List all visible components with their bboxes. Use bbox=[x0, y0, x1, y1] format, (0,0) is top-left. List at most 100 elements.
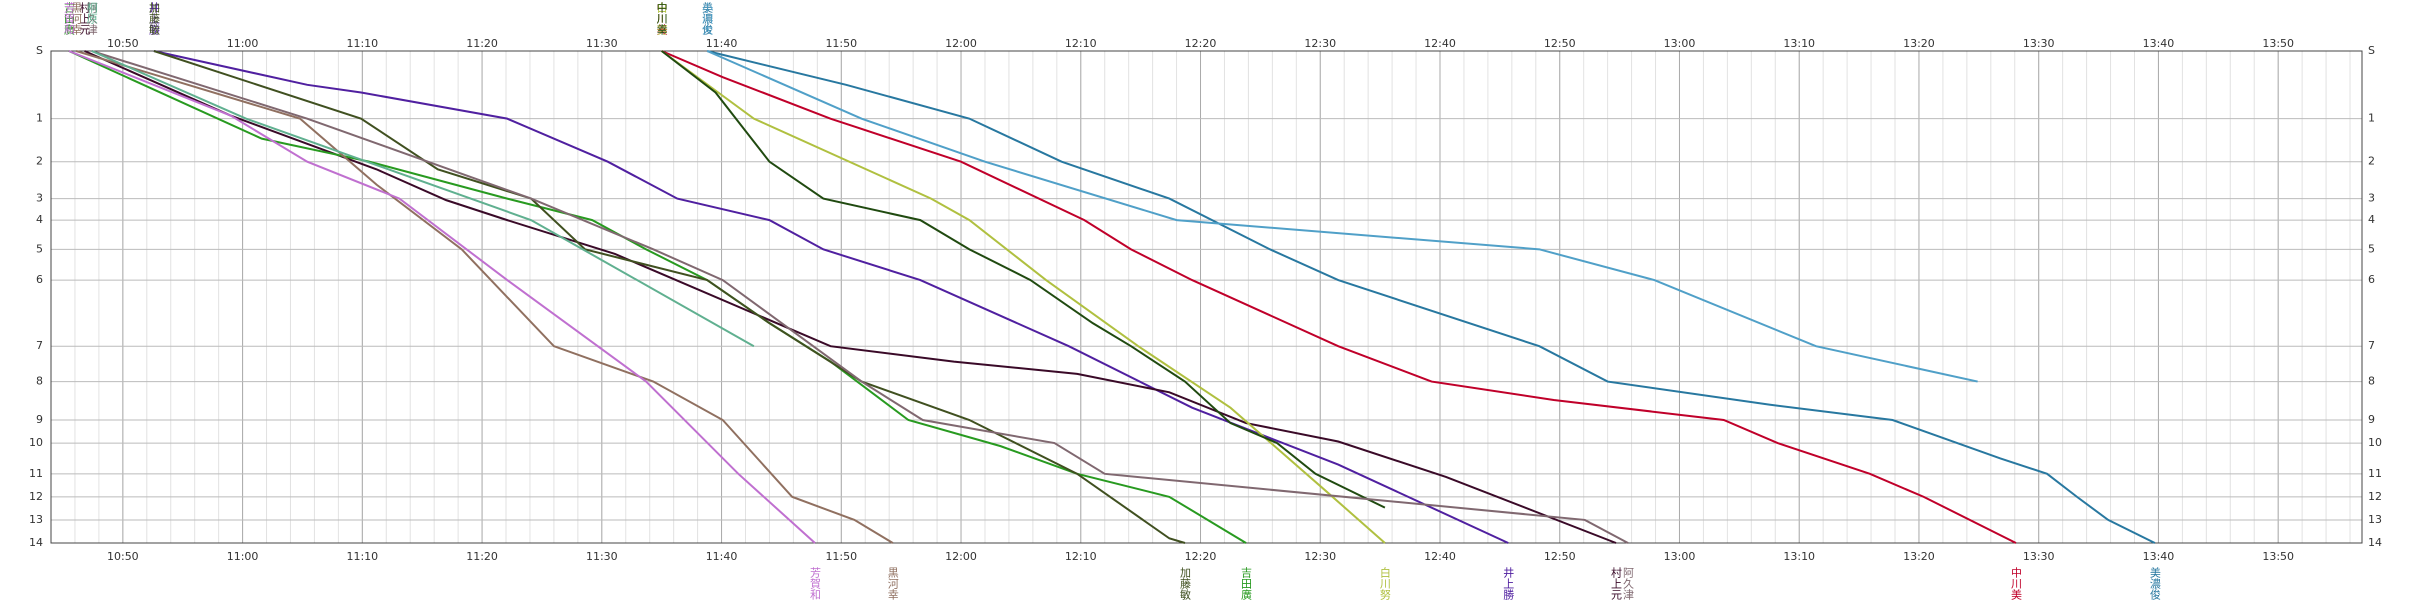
y-tick-label-right: 9 bbox=[2368, 413, 2375, 426]
y-tick-label-right: 2 bbox=[2368, 155, 2375, 168]
series-name-top: 白川努 bbox=[655, 1, 668, 36]
series-name-bottom: 加藤敏 bbox=[1178, 567, 1191, 600]
series-name-top: 芳賀和 bbox=[62, 1, 75, 36]
runner-line bbox=[153, 50, 1509, 544]
y-tick-label-left: 9 bbox=[36, 413, 43, 426]
y-tick-label-right: 7 bbox=[2368, 339, 2375, 352]
y-tick-label-right: 3 bbox=[2368, 192, 2375, 205]
x-tick-label-top: 11:50 bbox=[825, 37, 857, 50]
x-tick-label-bottom: 12:30 bbox=[1304, 550, 1336, 563]
y-tick-label-left: 8 bbox=[36, 375, 43, 388]
runner-line bbox=[661, 50, 1386, 509]
series-name-bottom: 吉田廣 bbox=[1240, 567, 1253, 600]
y-tick-label-right: 1 bbox=[2368, 112, 2375, 125]
y-tick-label-right: S bbox=[2368, 44, 2375, 57]
x-tick-label-top: 12:40 bbox=[1424, 37, 1456, 50]
y-tick-label-right: 12 bbox=[2368, 490, 2382, 503]
runner-line bbox=[706, 50, 1978, 383]
runner-line bbox=[75, 50, 894, 544]
x-tick-label-top: 12:50 bbox=[1544, 37, 1576, 50]
x-tick-label-top: 12:20 bbox=[1185, 37, 1217, 50]
x-tick-label-bottom: 13:40 bbox=[2143, 550, 2175, 563]
series-name-bottom: 白川努 bbox=[1378, 566, 1391, 600]
x-tick-label-top: 10:50 bbox=[107, 37, 139, 50]
plot-frame bbox=[50, 50, 2363, 544]
y-tick-label-left: 6 bbox=[36, 273, 43, 286]
series-name-top: 黒河幸 bbox=[70, 2, 83, 36]
x-tick-label-bottom: 12:10 bbox=[1065, 550, 1097, 563]
runner-line bbox=[661, 50, 2017, 544]
y-tick-label-right: 10 bbox=[2368, 436, 2382, 449]
x-tick-label-top: 13:20 bbox=[1903, 37, 1935, 50]
y-tick-label-left: 12 bbox=[29, 490, 43, 503]
x-tick-label-bottom: 11:20 bbox=[466, 550, 498, 563]
y-tick-label-right: 6 bbox=[2368, 273, 2375, 286]
series-name-top: 加藤敏 bbox=[147, 2, 160, 36]
runner-line bbox=[91, 50, 1629, 544]
x-tick-label-bottom: 13:30 bbox=[2023, 550, 2055, 563]
x-tick-label-bottom: 11:50 bbox=[825, 550, 857, 563]
y-tick-label-left: 14 bbox=[29, 536, 43, 549]
x-tick-label-bottom: 10:50 bbox=[107, 550, 139, 563]
x-tick-label-top: 11:40 bbox=[706, 37, 738, 50]
x-tick-label-top: 12:30 bbox=[1304, 37, 1336, 50]
x-tick-label-bottom: 12:40 bbox=[1424, 550, 1456, 563]
series-name-bottom: 井上勝 bbox=[1502, 566, 1515, 600]
x-tick-label-bottom: 13:10 bbox=[1783, 550, 1815, 563]
series-name-bottom: 芳賀和 bbox=[808, 566, 821, 600]
x-tick-label-bottom: 11:40 bbox=[706, 550, 738, 563]
x-tick-label-top: 11:20 bbox=[466, 37, 498, 50]
series-name-bottom: 村上元 bbox=[1610, 566, 1623, 600]
series-name-bottom: 阿久津 bbox=[1621, 567, 1634, 600]
x-tick-label-bottom: 12:20 bbox=[1185, 550, 1217, 563]
y-tick-label-left: 13 bbox=[29, 513, 43, 526]
y-tick-label-right: 4 bbox=[2368, 213, 2375, 226]
runner-line bbox=[661, 50, 1386, 544]
series-name-top: 吉田廣 bbox=[62, 2, 75, 36]
series-name-top: 井上勝 bbox=[147, 1, 160, 36]
y-tick-label-left: 2 bbox=[36, 155, 43, 168]
series-name-top: 中川幸 bbox=[655, 2, 668, 36]
series-name-top: 桐原 bbox=[85, 1, 98, 24]
series-name-top: 村上元 bbox=[78, 1, 91, 35]
series-name-bottom: 黒河幸 bbox=[886, 567, 899, 600]
x-tick-label-bottom: 11:30 bbox=[586, 550, 618, 563]
y-tick-label-right: 13 bbox=[2368, 513, 2382, 526]
series-name-top: 中川美 bbox=[655, 2, 668, 35]
x-tick-label-top: 13:50 bbox=[2262, 37, 2294, 50]
x-tick-label-top: 13:00 bbox=[1664, 37, 1696, 50]
y-tick-label-left: S bbox=[36, 44, 43, 57]
x-tick-label-bottom: 13:00 bbox=[1664, 550, 1696, 563]
y-tick-label-right: 5 bbox=[2368, 242, 2375, 255]
x-tick-label-top: 12:00 bbox=[945, 37, 977, 50]
y-tick-label-right: 14 bbox=[2368, 536, 2382, 549]
y-tick-label-left: 11 bbox=[29, 467, 43, 480]
y-tick-label-left: 4 bbox=[36, 213, 43, 226]
x-tick-label-top: 13:10 bbox=[1783, 37, 1815, 50]
x-tick-label-top: 13:40 bbox=[2143, 37, 2175, 50]
series-name-top: 阿久津 bbox=[85, 2, 98, 35]
y-tick-label-left: 3 bbox=[36, 192, 43, 205]
x-tick-label-top: 12:10 bbox=[1065, 37, 1097, 50]
y-tick-label-left: 7 bbox=[36, 339, 43, 352]
x-tick-label-bottom: 12:50 bbox=[1544, 550, 1576, 563]
series-name-bottom: 中川美 bbox=[2009, 567, 2022, 600]
x-tick-label-top: 11:00 bbox=[227, 37, 259, 50]
y-tick-label-left: 5 bbox=[36, 242, 43, 255]
x-tick-label-bottom: 11:10 bbox=[346, 550, 378, 563]
y-tick-label-right: 11 bbox=[2368, 467, 2382, 480]
y-tick-label-left: 10 bbox=[29, 436, 43, 449]
x-tick-label-top: 13:30 bbox=[2023, 37, 2055, 50]
x-tick-label-bottom: 13:20 bbox=[1903, 550, 1935, 563]
runner-line bbox=[84, 50, 1617, 544]
y-tick-label-left: 1 bbox=[36, 112, 43, 125]
series-name-bottom: 美濃俊 bbox=[2148, 567, 2161, 600]
runner-line bbox=[706, 50, 2156, 544]
y-tick-label-right: 8 bbox=[2368, 375, 2375, 388]
runner-line bbox=[68, 50, 816, 544]
x-tick-label-top: 11:30 bbox=[586, 37, 618, 50]
x-tick-label-bottom: 13:50 bbox=[2262, 550, 2294, 563]
series-name-top: 小川大 bbox=[701, 2, 714, 35]
x-tick-label-bottom: 12:00 bbox=[945, 550, 977, 563]
